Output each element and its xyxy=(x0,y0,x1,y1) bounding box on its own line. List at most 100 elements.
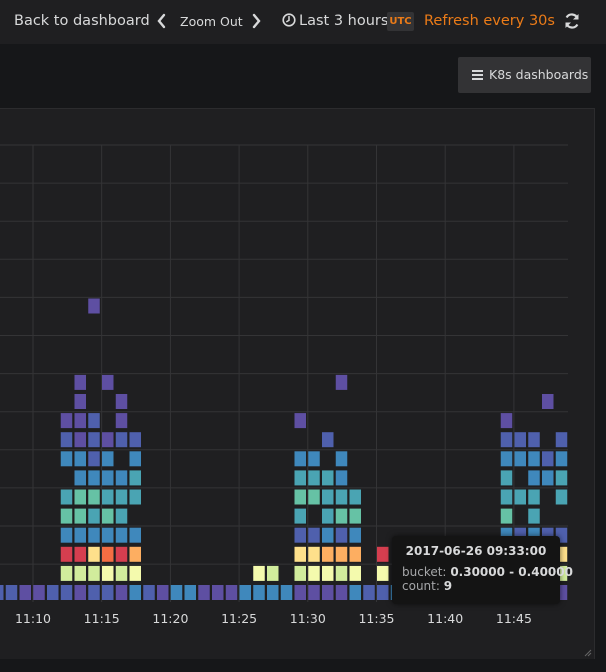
top-navbar: Back to dashboard Zoom Out Last 3 hours … xyxy=(0,0,606,44)
heatmap-cell xyxy=(102,546,114,562)
heatmap-cell xyxy=(377,546,389,562)
heatmap-cell xyxy=(102,432,114,448)
heatmap-cell xyxy=(377,565,389,581)
heatmap-cell xyxy=(102,470,114,486)
clock-icon xyxy=(282,13,296,27)
heatmap-cell xyxy=(115,527,128,543)
hamburger-icon xyxy=(472,70,483,80)
heatmap-cell xyxy=(74,394,86,409)
heatmap-cell xyxy=(294,508,306,524)
heatmap-cell xyxy=(335,451,348,467)
heatmap-cell xyxy=(322,432,334,448)
heatmap-cell xyxy=(555,565,568,581)
heatmap-cell xyxy=(555,470,568,486)
heatmap-cell xyxy=(47,585,59,600)
heatmap-cell xyxy=(349,565,361,581)
heatmap-cell xyxy=(294,470,306,486)
refresh-interval-picker[interactable]: Refresh every 30s xyxy=(424,13,555,29)
heatmap-cell xyxy=(514,451,526,467)
heatmap-tooltip: 2017-06-26 09:33:00 bucket: 0.30000 - 0.… xyxy=(392,536,573,604)
heatmap-cell xyxy=(60,585,73,600)
heatmap-cell xyxy=(308,451,320,467)
heatmap-cell xyxy=(74,451,86,467)
heatmap-cell xyxy=(335,489,348,505)
heatmap-cell xyxy=(129,489,141,505)
heatmap-cell xyxy=(102,508,114,524)
heatmap-cell xyxy=(74,508,86,524)
heatmap-cell xyxy=(60,413,73,429)
heatmap-cell xyxy=(308,489,320,505)
heatmap-cell xyxy=(115,546,128,562)
heatmap-cell xyxy=(294,546,306,562)
heatmap-cell xyxy=(514,489,526,505)
heatmap-cell xyxy=(294,451,306,467)
heatmap-cell xyxy=(349,546,361,562)
heatmap-cell xyxy=(0,585,4,600)
heatmap-cell xyxy=(19,585,31,600)
heatmap-cell xyxy=(88,585,100,600)
heatmap-cell xyxy=(88,432,100,448)
x-tick-label: 11:10 xyxy=(15,611,51,626)
heatmap-cell xyxy=(102,489,114,505)
heatmap-cell xyxy=(102,565,114,581)
zoom-out-button[interactable]: Zoom Out xyxy=(180,14,243,29)
heatmap-cell xyxy=(88,298,100,314)
tooltip-count-key: count: xyxy=(402,579,440,593)
heatmap-cell xyxy=(88,413,100,429)
tooltip-count-row: count: 9 xyxy=(402,579,452,593)
heatmap-cell xyxy=(88,489,100,505)
heatmap-cell xyxy=(74,585,86,600)
heatmap-cell xyxy=(253,565,265,581)
heatmap-cell xyxy=(115,585,128,600)
chart-grid xyxy=(0,144,568,602)
zoom-forward-button[interactable] xyxy=(249,8,263,34)
heatmap-cell xyxy=(308,470,320,486)
heatmap-cell xyxy=(555,527,568,543)
heatmap-cell xyxy=(74,489,86,505)
tooltip-count-value: 9 xyxy=(443,579,453,593)
heatmap-cell xyxy=(212,585,224,600)
heatmap-cell xyxy=(129,565,141,581)
heatmap-cell xyxy=(184,585,196,600)
heatmap-cell xyxy=(129,432,141,448)
heatmap-cell xyxy=(74,546,86,562)
x-tick-label: 11:30 xyxy=(290,611,326,626)
heatmap-cell xyxy=(335,508,348,524)
heatmap-cell xyxy=(528,451,540,467)
heatmap-cell xyxy=(322,546,334,562)
heatmap-cell xyxy=(528,432,540,448)
heatmap-cell xyxy=(198,585,210,600)
heatmap-cell xyxy=(322,527,334,543)
timezone-badge: UTC xyxy=(387,12,414,31)
heatmap-cell xyxy=(335,546,348,562)
heatmap-cell xyxy=(500,489,513,505)
heatmap-cell xyxy=(60,527,73,543)
x-tick-label: 11:15 xyxy=(84,611,120,626)
heatmap-cell xyxy=(555,546,568,562)
heatmap-cell xyxy=(74,470,86,486)
chevron-right-icon xyxy=(252,13,261,29)
heatmap-cell xyxy=(60,508,73,524)
time-range-picker[interactable]: Last 3 hours xyxy=(282,8,388,36)
time-range-label: Last 3 hours xyxy=(299,13,389,29)
heatmap-cell xyxy=(253,585,265,600)
heatmap-chart[interactable]: 11:10 11:15 11:20 11:25 11:30 11:35 11:40 11:45 xyxy=(0,109,594,659)
x-tick-label: 11:35 xyxy=(358,611,394,626)
heatmap-cell xyxy=(129,527,141,543)
heatmap-cell xyxy=(294,527,306,543)
zoom-back-button[interactable] xyxy=(155,8,169,34)
k8s-dashboards-button[interactable]: K8s dashboards xyxy=(458,57,591,93)
heatmap-cell xyxy=(115,470,128,486)
heatmap-cell xyxy=(308,565,320,581)
heatmap-cell xyxy=(555,432,568,448)
heatmap-cell xyxy=(555,451,568,467)
heatmap-cell xyxy=(74,432,86,448)
heatmap-cell xyxy=(115,394,128,409)
heatmap-cell xyxy=(500,413,513,429)
refresh-button[interactable] xyxy=(562,11,582,31)
back-to-dashboard-link[interactable]: Back to dashboard xyxy=(14,13,150,29)
heatmap-cell xyxy=(239,585,251,600)
resize-handle-icon[interactable] xyxy=(584,649,592,657)
heatmap-cell xyxy=(542,394,554,409)
